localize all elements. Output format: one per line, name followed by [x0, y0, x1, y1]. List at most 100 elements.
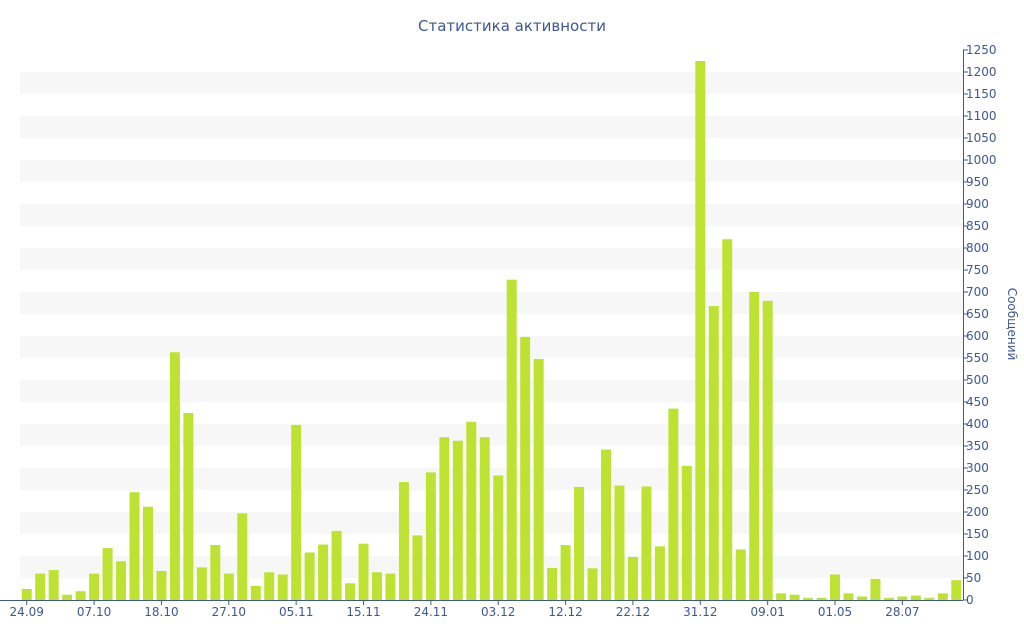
y-tick-label: 50 [966, 571, 981, 585]
bar [264, 572, 275, 600]
x-tick-label: 22.12 [616, 605, 650, 619]
y-tick-label: 650 [966, 307, 989, 321]
x-tick-label: 09.01 [750, 605, 784, 619]
bar [506, 279, 517, 600]
y-tick-label: 250 [966, 483, 989, 497]
grid-band [20, 380, 963, 402]
bar [641, 486, 652, 600]
bar [183, 413, 194, 600]
bar [318, 544, 329, 600]
bar [789, 594, 800, 600]
bar [843, 593, 854, 600]
grid-band [20, 160, 963, 182]
y-tick-label: 450 [966, 395, 989, 409]
bar [48, 570, 59, 600]
bar [62, 594, 73, 600]
y-tick-label: 950 [966, 175, 989, 189]
bar [708, 306, 719, 600]
bar [883, 597, 894, 600]
bar [304, 552, 315, 600]
y-tick-label: 850 [966, 219, 989, 233]
y-tick-label: 550 [966, 351, 989, 365]
grid-band [20, 424, 963, 446]
bar [897, 596, 908, 600]
bar [479, 437, 490, 600]
bar [937, 593, 948, 600]
x-axis: 24.09 07.10 18.10 27.10 05.11 15.11 24.11 03.12… [0, 600, 963, 619]
bar [35, 573, 46, 600]
bar [425, 472, 436, 600]
bar [560, 545, 571, 600]
bar [951, 580, 962, 600]
x-tick-label: 31.12 [683, 605, 717, 619]
grid-band [20, 292, 963, 314]
y-tick-label: 800 [966, 241, 989, 255]
bar [614, 485, 625, 600]
bar [910, 595, 921, 600]
y-axis-title: Сообщений [1005, 288, 1019, 361]
bar [870, 578, 881, 600]
grid-band [20, 116, 963, 138]
y-tick-label: 350 [966, 439, 989, 453]
bar [291, 424, 302, 600]
y-tick-label: 1200 [966, 65, 997, 79]
bar [668, 408, 679, 600]
bar [412, 535, 423, 600]
grid-bands [20, 72, 963, 578]
bar [237, 513, 248, 600]
bar [547, 567, 558, 600]
x-tick-label: 24.11 [414, 605, 448, 619]
bar [722, 239, 733, 600]
bar [89, 573, 100, 600]
x-tick-label: 12.12 [548, 605, 582, 619]
bar [196, 567, 207, 600]
y-tick-label: 150 [966, 527, 989, 541]
x-tick-label: 05.11 [279, 605, 313, 619]
y-tick-label: 500 [966, 373, 989, 387]
y-tick-label: 750 [966, 263, 989, 277]
bar [75, 591, 86, 600]
grid-band [20, 72, 963, 94]
bar [466, 421, 477, 600]
bar [533, 358, 544, 600]
chart-title: Статистика активности [418, 17, 606, 35]
bar [816, 597, 827, 600]
bar [116, 561, 127, 600]
y-tick-label: 100 [966, 549, 989, 563]
y-tick-label: 300 [966, 461, 989, 475]
bar [627, 556, 638, 600]
y-tick-label: 700 [966, 285, 989, 299]
bars [21, 61, 962, 600]
x-tick-label: 07.10 [77, 605, 111, 619]
x-tick-label: 15.11 [346, 605, 380, 619]
x-tick-label: 27.10 [212, 605, 246, 619]
x-tick-label: 03.12 [481, 605, 515, 619]
y-tick-label: 1050 [966, 131, 997, 145]
bar [372, 572, 382, 600]
bar [331, 530, 342, 600]
bar [210, 545, 221, 600]
bar [520, 336, 531, 600]
bar [803, 597, 814, 600]
bar [358, 543, 369, 600]
bar [587, 568, 598, 600]
bar [398, 482, 409, 600]
y-tick-label: 900 [966, 197, 989, 211]
bar [223, 573, 234, 600]
bar [142, 506, 153, 600]
bar [493, 475, 504, 600]
x-tick-label: 28.07 [885, 605, 919, 619]
x-tick-label: 18.10 [144, 605, 178, 619]
x-tick-label: 01.05 [818, 605, 852, 619]
y-tick-label: 1100 [966, 109, 997, 123]
bar [776, 593, 787, 600]
y-tick-label: 200 [966, 505, 989, 519]
bar [735, 549, 746, 600]
y-tick-label: 400 [966, 417, 989, 431]
grid-band [20, 468, 963, 490]
y-tick-label: 1250 [966, 43, 997, 57]
bar [102, 548, 113, 600]
bar [129, 492, 140, 600]
